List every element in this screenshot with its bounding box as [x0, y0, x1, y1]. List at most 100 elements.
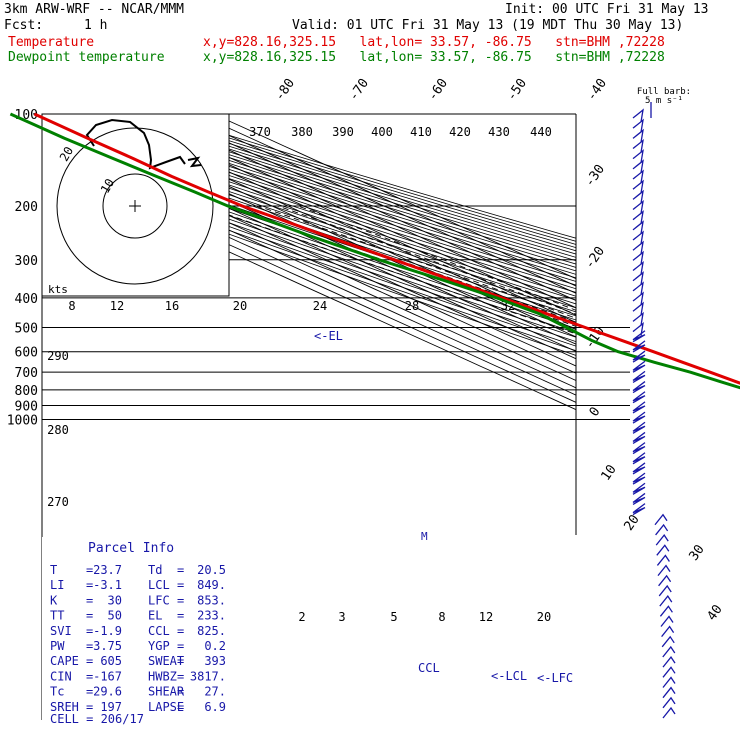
parcel-info-cell: =	[177, 700, 184, 714]
parcel-info-cell: SVI	[50, 624, 72, 638]
dry-adiabat-line	[44, 114, 576, 286]
isotherm-label: -80	[272, 76, 298, 104]
temperature-legend-info: x,y=828.16,325.15 lat,lon= 33.57, -86.75…	[203, 35, 665, 50]
barb-legend-units: 5 m s⁻¹	[645, 96, 683, 106]
dry-adiabat-line	[93, 114, 576, 265]
hodograph-speed-label: 24	[313, 299, 327, 313]
dry-adiabat-line	[118, 114, 576, 255]
parcel-info-background	[42, 537, 230, 723]
isotherm-label: -30	[582, 162, 608, 190]
parcel-info-cell: =	[86, 624, 93, 638]
wind-barb	[632, 330, 646, 343]
melting-level-marker: M	[421, 530, 428, 543]
lcl-marker: <-LCL	[491, 669, 527, 683]
isotherm-line	[101, 114, 576, 331]
wind-barb	[632, 250, 644, 265]
parcel-info-cell: 605	[100, 654, 122, 668]
parcel-info-cell: SHEAR	[148, 685, 185, 699]
hodograph-speed-label: 20	[233, 299, 247, 313]
wind-barb	[632, 210, 644, 224]
wind-barb	[632, 199, 644, 214]
wind-barb	[662, 696, 676, 709]
pressure-tick-label: 300	[15, 254, 38, 269]
dry-adiabat-line	[42, 115, 576, 290]
pressure-tick-label: 700	[15, 366, 38, 381]
mixing-ratio-line	[671, 352, 740, 720]
wind-barb	[655, 534, 669, 546]
isotherm-label: 20	[621, 512, 642, 533]
mixing-ratio-label: 3	[338, 610, 345, 624]
dry-adiabat-label: 390	[332, 125, 354, 139]
wind-barb	[632, 220, 644, 234]
parcel-info-cell: 393	[204, 654, 226, 668]
forecast-hour: 1 h	[84, 18, 108, 33]
pressure-tick-label: 900	[15, 400, 38, 415]
dry-adiabat-line	[85, 114, 576, 268]
dry-adiabat-line	[151, 114, 576, 242]
parcel-info-cell: =	[86, 639, 93, 653]
wind-barb	[632, 281, 644, 295]
hodograph-speed-label: 8	[68, 299, 75, 313]
dry-adiabat-line	[52, 114, 576, 282]
dry-adiabat-line	[77, 114, 576, 272]
parcel-info-cell: -3.1	[93, 578, 122, 592]
mixing-ratio-line	[633, 352, 740, 720]
isotherm-label: 40	[704, 602, 725, 623]
parcel-info-cell: 29.6	[93, 685, 122, 699]
parcel-info-cell: PW	[50, 639, 65, 653]
pressure-tick-label: 200	[15, 200, 38, 215]
wind-barb	[656, 554, 670, 566]
parcel-info-cell: CIN	[50, 669, 72, 683]
moist-adiabat-line	[297, 205, 576, 311]
isotherm-line	[53, 114, 576, 352]
dewpoint-curve	[9, 112, 740, 390]
dry-adiabat-label: 410	[410, 125, 432, 139]
parcel-info-cell: =	[177, 609, 184, 623]
wind-barb	[632, 321, 644, 336]
dry-adiabat-line	[160, 114, 576, 239]
wind-barb	[632, 311, 644, 326]
parcel-info-cell: TT	[50, 609, 64, 623]
dry-adiabat-label: 430	[488, 125, 510, 139]
temperature-curve	[33, 112, 740, 385]
parcel-info-cell: 849.	[197, 578, 226, 592]
wind-barb	[632, 452, 646, 465]
isotherm-line	[117, 114, 576, 323]
mixing-ratio-label: 20	[537, 610, 551, 624]
dry-adiabat-label: 440	[530, 125, 552, 139]
wind-barb	[632, 401, 646, 414]
dry-adiabat-label: 280	[47, 423, 69, 437]
dry-adiabat-line	[42, 127, 576, 305]
model-title: 3km ARW-WRF -- NCAR/MMM	[4, 2, 185, 17]
wind-barb	[659, 605, 673, 617]
wind-barb	[632, 503, 646, 516]
hodograph-outer-ring	[56, 127, 214, 285]
wind-barb	[657, 564, 671, 577]
dry-adiabat-label: 270	[47, 495, 69, 509]
parcel-info-cell: =	[86, 654, 93, 668]
wind-barb	[660, 615, 674, 627]
parcel-info-cell: SREH	[50, 700, 79, 714]
parcel-info-cell: 0.2	[204, 639, 226, 653]
dry-adiabat-label: 380	[291, 125, 313, 139]
parcel-info-cell: Tc	[50, 685, 64, 699]
wind-barb	[632, 159, 644, 173]
wind-barb	[632, 118, 644, 133]
parcel-info-title: Parcel Info	[88, 541, 174, 556]
isotherm-label: -70	[346, 76, 372, 104]
parcel-info-cell: K	[50, 593, 58, 607]
wind-barb	[632, 442, 646, 455]
temperature-legend-name: Temperature	[8, 35, 95, 50]
wind-barb	[632, 260, 644, 275]
parcel-info-cell: 23.7	[93, 563, 122, 577]
dry-adiabat-line	[42, 142, 576, 325]
wind-barb	[632, 291, 644, 306]
wind-barb	[632, 360, 646, 373]
parcel-info-cell: =	[86, 685, 93, 699]
parcel-info-cell: Td	[148, 563, 162, 577]
hodograph-inner-ring	[102, 173, 168, 239]
isotherm-label: 0	[587, 404, 604, 419]
dry-adiabat-label: 290	[47, 349, 69, 363]
dewpoint-legend-info: x,y=828.16,325.15 lat,lon= 33.57, -86.75…	[203, 50, 665, 65]
parcel-info-cell: =	[177, 669, 184, 683]
